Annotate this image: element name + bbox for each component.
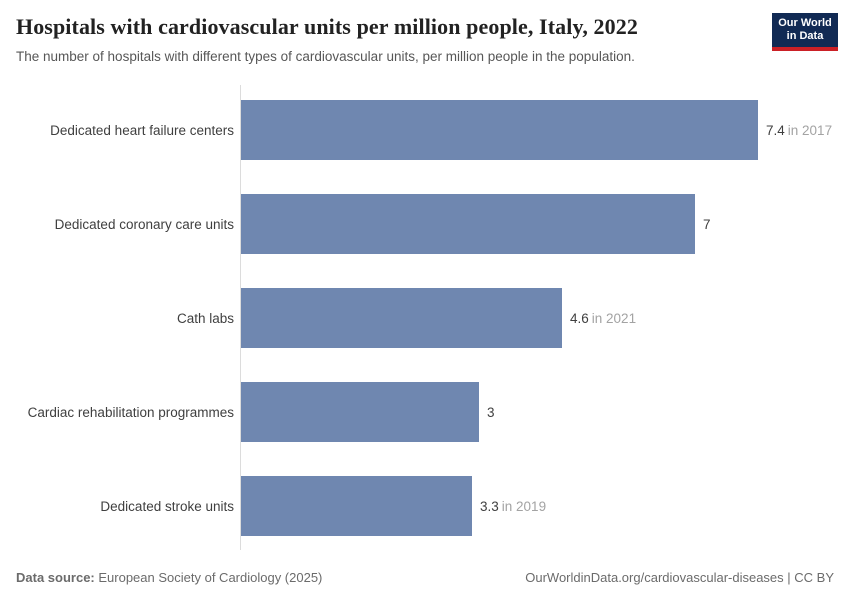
owid-logo-line1: Our World (778, 16, 832, 29)
bar (241, 100, 758, 160)
value-number: 4.6 (570, 310, 589, 326)
bar-row: Cath labs 4.6 in 2021 (0, 288, 850, 348)
category-label: Cardiac rehabilitation programmes (27, 404, 234, 420)
value-label: 4.6 in 2021 (570, 311, 636, 326)
bar (241, 288, 562, 348)
bar (241, 476, 472, 536)
owid-logo: Our World in Data (772, 13, 838, 51)
category-label: Cath labs (176, 310, 234, 326)
bar (241, 194, 695, 254)
value-label: 7.4 in 2017 (766, 123, 832, 138)
data-source: Data source: European Society of Cardiol… (16, 570, 322, 585)
value-year-note: in 2017 (787, 122, 833, 138)
owid-logo-line2: in Data (786, 30, 824, 42)
value-number: 3 (487, 404, 495, 420)
value-label: 7 (703, 217, 711, 232)
bar-row: Dedicated heart failure centers 7.4 in 20… (0, 100, 850, 160)
chart-title: Hospitals with cardiovascular units per … (16, 14, 638, 39)
data-source-label: Data source: (16, 570, 95, 585)
zero-axis-line (240, 85, 241, 550)
chart-header: Hospitals with cardiovascular units per … (16, 14, 834, 64)
category-label: Dedicated heart failure centers (50, 122, 234, 138)
value-number: 3.3 (480, 498, 499, 514)
chart-footer: Data source: European Society of Cardiol… (16, 570, 834, 585)
value-year-note: in 2019 (501, 498, 547, 514)
value-label: 3 (487, 405, 495, 420)
bar (241, 382, 479, 442)
bar-row: Dedicated stroke units 3.3 in 2019 (0, 476, 850, 536)
category-label: Dedicated stroke units (100, 498, 234, 514)
chart-subtitle: The number of hospitals with different t… (16, 49, 635, 64)
value-year-note: in 2021 (591, 310, 637, 326)
owid-url-license: OurWorldinData.org/cardiovascular-diseas… (525, 570, 834, 585)
category-label: Dedicated coronary care units (54, 216, 234, 232)
data-source-text: European Society of Cardiology (2025) (94, 570, 323, 585)
value-number: 7.4 (766, 122, 785, 138)
bar-row: Dedicated coronary care units 7 (0, 194, 850, 254)
bar-chart: Dedicated heart failure centers 7.4 in 20… (0, 85, 850, 550)
bar-row: Cardiac rehabilitation programmes 3 (0, 382, 850, 442)
value-number: 7 (703, 216, 711, 232)
value-label: 3.3 in 2019 (480, 499, 546, 514)
